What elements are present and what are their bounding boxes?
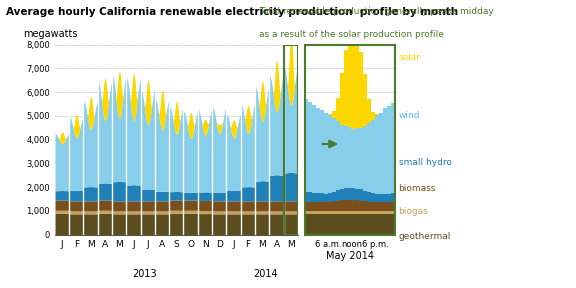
- Text: small hydro: small hydro: [399, 158, 452, 167]
- X-axis label: May 2014: May 2014: [325, 251, 374, 261]
- Text: Total renewable production generally peaks midday: Total renewable production generally pea…: [259, 7, 494, 16]
- Text: biogas: biogas: [399, 207, 429, 216]
- Text: Average hourly California renewable electricity production  profile by month: Average hourly California renewable elec…: [6, 7, 458, 17]
- Text: megawatts: megawatts: [23, 29, 78, 39]
- Text: as a result of the solar production profile: as a result of the solar production prof…: [259, 30, 444, 39]
- Text: geothermal: geothermal: [399, 232, 451, 241]
- Bar: [283, 45, 298, 235]
- Text: 2014: 2014: [253, 269, 278, 279]
- Text: 2013: 2013: [132, 269, 157, 279]
- Text: wind: wind: [399, 111, 420, 120]
- Text: solar: solar: [399, 53, 420, 62]
- Text: biomass: biomass: [399, 184, 436, 193]
